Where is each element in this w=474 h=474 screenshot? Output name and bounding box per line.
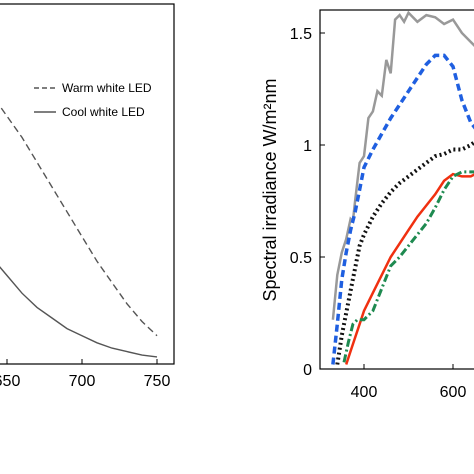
series-line-2 xyxy=(335,140,474,365)
series-line-0 xyxy=(331,10,474,320)
series-line-1 xyxy=(0,266,158,358)
series-line-0 xyxy=(0,105,158,337)
x-tick-label: 650 xyxy=(0,373,20,390)
right-chart-panel: 0 0.5 1 1.5 400 600 Spectral irradiance W/m²nm xyxy=(260,9,474,401)
series-line-4 xyxy=(342,170,474,363)
y-tick-label: 0 xyxy=(303,362,312,379)
x-tick-label: 750 xyxy=(144,373,171,390)
plot-frame xyxy=(319,9,474,370)
legend: Warm white LED Cool white LED xyxy=(34,81,152,119)
y-tick-label: 0.5 xyxy=(290,250,312,267)
series-line-1 xyxy=(331,53,474,365)
series-line-3 xyxy=(345,172,474,365)
plot-frame xyxy=(0,3,175,365)
y-tick-label: 1.5 xyxy=(290,26,312,43)
x-tick-label: 700 xyxy=(69,373,96,390)
y-axis-title: Spectral irradiance W/m²nm xyxy=(260,78,280,301)
x-tick-label: 600 xyxy=(440,384,467,401)
x-tick-label: 400 xyxy=(351,384,378,401)
legend-label: Warm white LED xyxy=(62,81,152,95)
left-chart-panel: 650 700 750 Warm white LED Cool white LED xyxy=(0,3,175,390)
y-tick-label: 1 xyxy=(303,138,312,155)
legend-label: Cool white LED xyxy=(62,105,145,119)
